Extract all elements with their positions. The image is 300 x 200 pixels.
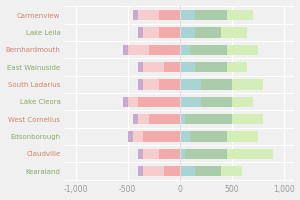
Bar	[138, 97, 180, 107]
Bar	[180, 79, 200, 90]
Bar	[133, 10, 138, 20]
Bar	[138, 149, 143, 159]
Bar	[159, 149, 180, 159]
Bar	[226, 10, 253, 20]
Bar	[138, 114, 148, 124]
Bar	[128, 45, 148, 55]
Bar	[226, 149, 273, 159]
Bar	[143, 149, 159, 159]
Bar	[195, 27, 221, 38]
Bar	[180, 27, 195, 38]
Bar	[190, 131, 226, 142]
Bar	[200, 97, 232, 107]
Bar	[180, 97, 200, 107]
Bar	[180, 131, 190, 142]
Bar	[143, 166, 164, 176]
Bar	[190, 45, 226, 55]
Bar	[180, 114, 185, 124]
Bar	[138, 62, 143, 72]
Bar	[221, 27, 247, 38]
Bar	[226, 131, 258, 142]
Bar	[143, 27, 159, 38]
Bar	[148, 45, 180, 55]
Bar	[164, 166, 180, 176]
Bar	[200, 79, 232, 90]
Bar	[133, 114, 138, 124]
Bar	[185, 114, 232, 124]
Bar	[226, 45, 258, 55]
Bar	[195, 166, 221, 176]
Bar	[138, 27, 143, 38]
Bar	[143, 62, 164, 72]
Bar	[133, 131, 143, 142]
Bar	[143, 79, 159, 90]
Bar	[232, 79, 263, 90]
Bar	[122, 97, 128, 107]
Bar	[232, 97, 253, 107]
Bar	[128, 97, 138, 107]
Bar	[138, 10, 159, 20]
Bar	[122, 45, 128, 55]
Bar	[128, 131, 133, 142]
Bar	[180, 62, 195, 72]
Bar	[138, 79, 143, 90]
Bar	[159, 27, 180, 38]
Bar	[148, 114, 180, 124]
Bar	[180, 10, 195, 20]
Bar	[195, 62, 226, 72]
Bar	[180, 149, 185, 159]
Bar	[159, 10, 180, 20]
Bar	[232, 114, 263, 124]
Bar	[180, 166, 195, 176]
Bar	[159, 79, 180, 90]
Bar	[143, 131, 180, 142]
Bar	[226, 62, 247, 72]
Bar	[185, 149, 226, 159]
Bar	[138, 166, 143, 176]
Bar	[164, 62, 180, 72]
Bar	[195, 10, 226, 20]
Bar	[180, 45, 190, 55]
Bar	[221, 166, 242, 176]
